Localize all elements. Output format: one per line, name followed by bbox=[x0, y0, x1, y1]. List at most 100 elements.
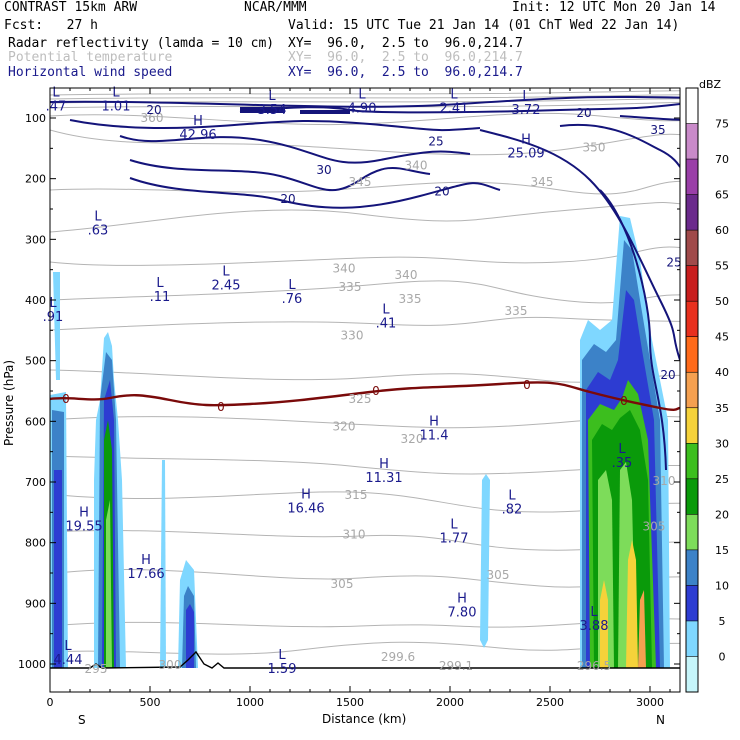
x-tick-label: 1000 bbox=[236, 696, 264, 709]
extremum-value: 11.31 bbox=[365, 471, 402, 486]
extremum-value: .47 bbox=[46, 100, 67, 115]
colorbar-bin bbox=[686, 656, 698, 692]
extremum-type: L bbox=[618, 442, 626, 457]
extremum-value: 42.96 bbox=[179, 128, 216, 143]
colorbar-label: 35 bbox=[715, 402, 729, 415]
colorbar-bin bbox=[686, 478, 698, 515]
colorbar-bin bbox=[686, 620, 698, 657]
x-tick-label: 3000 bbox=[636, 696, 664, 709]
refl-cell bbox=[480, 474, 490, 648]
colorbar-label: 50 bbox=[715, 295, 729, 308]
colorbar-bin bbox=[686, 123, 698, 160]
freezing-level-label: 0 bbox=[523, 378, 531, 392]
extremum-type: L bbox=[450, 88, 458, 103]
theta-label: 296.5 bbox=[577, 659, 611, 673]
refl-cell bbox=[186, 604, 194, 668]
theta-label: 315 bbox=[345, 488, 368, 502]
extremum-type: L bbox=[590, 605, 598, 620]
refl-cell bbox=[160, 460, 166, 668]
theta-label: 305 bbox=[487, 568, 510, 582]
extremum-value: 2.41 bbox=[440, 102, 469, 117]
field-xy-theta: XY= 96.0, 2.5 to 96.0,214.7 bbox=[288, 50, 523, 65]
extremum-type: L bbox=[278, 648, 286, 663]
field-label-wind: Horizontal wind speed bbox=[8, 65, 173, 80]
extremum-type: H bbox=[301, 487, 311, 502]
extremum-value: .11 bbox=[150, 290, 171, 305]
theta-label: 335 bbox=[339, 280, 362, 294]
extremum-value: .41 bbox=[376, 316, 397, 331]
refl-cell bbox=[600, 580, 608, 668]
colorbar-label: 20 bbox=[715, 508, 729, 521]
x-tick-label: 500 bbox=[140, 696, 161, 709]
extremum-type: H bbox=[429, 415, 439, 430]
colorbar-label: 0 bbox=[719, 650, 726, 663]
extremum-type: L bbox=[268, 89, 276, 104]
wind-speed-label: 35 bbox=[650, 123, 665, 137]
extremum-value: 4.90 bbox=[348, 102, 377, 117]
extremum-value: 1.59 bbox=[268, 662, 297, 677]
extremum-type: H bbox=[193, 114, 203, 129]
extremum-type: H bbox=[79, 506, 89, 521]
extremum-type: L bbox=[94, 209, 102, 224]
extremum-value: .35 bbox=[612, 456, 633, 471]
colorbar-bin bbox=[686, 301, 698, 337]
extremum-value: 3.72 bbox=[512, 103, 541, 118]
refl-cell bbox=[54, 470, 62, 668]
field-xy-reflectivity: XY= 96.0, 2.5 to 96.0,214.7 bbox=[288, 36, 523, 51]
freezing-level-line bbox=[50, 381, 680, 411]
colorbar-bin bbox=[686, 88, 698, 124]
extremum-value: .91 bbox=[43, 310, 64, 325]
theta-label: 310 bbox=[653, 474, 676, 488]
freezing-level-label: 0 bbox=[620, 394, 628, 408]
terrain-line bbox=[50, 650, 680, 669]
theta-label: 360 bbox=[141, 111, 164, 125]
colorbar-label: 60 bbox=[715, 224, 729, 237]
field-xy-wind: XY= 96.0, 2.5 to 96.0,214.7 bbox=[288, 65, 523, 80]
theta-label: 305 bbox=[331, 577, 354, 591]
wind-speed-label: 20 bbox=[146, 103, 161, 117]
extremum-type: L bbox=[508, 489, 516, 504]
extremum-value: 16.46 bbox=[287, 501, 324, 516]
colorbar-bin bbox=[686, 514, 698, 550]
extremum-value: 3.54 bbox=[258, 103, 287, 118]
extremum-type: L bbox=[382, 302, 390, 317]
colorbar-bin bbox=[686, 230, 698, 266]
extremum-type: L bbox=[450, 518, 458, 533]
x-tick-label: 2500 bbox=[536, 696, 564, 709]
refl-cell bbox=[638, 590, 646, 668]
theta-label: 340 bbox=[333, 262, 356, 276]
colorbar-frame bbox=[685, 87, 699, 693]
x-tick-label: 2000 bbox=[436, 696, 464, 709]
reflectivity-shading bbox=[50, 216, 670, 668]
theta-label: 350 bbox=[583, 140, 606, 154]
extremum-value: 2.45 bbox=[212, 279, 241, 294]
plot-frame bbox=[49, 87, 681, 693]
init-time: Init: 12 UTC Mon 20 Jan 14 bbox=[512, 0, 716, 15]
extremum-type: L bbox=[49, 296, 57, 311]
extremum-value: 19.55 bbox=[65, 520, 102, 535]
colorbar-bin bbox=[686, 443, 698, 479]
extremum-value: .76 bbox=[282, 292, 303, 307]
y-tick-label: 400 bbox=[25, 294, 46, 307]
colorbar-bin bbox=[686, 372, 698, 408]
refl-cell bbox=[53, 272, 60, 380]
theta-label: 335 bbox=[399, 292, 422, 306]
colorbar-label: 15 bbox=[715, 544, 729, 557]
wind-speed-label: 20 bbox=[576, 106, 591, 120]
y-tick-label: 300 bbox=[25, 233, 46, 246]
colorbar-bin bbox=[686, 265, 698, 302]
extremum-value: 1.77 bbox=[440, 532, 469, 547]
valid-time: Valid: 15 UTC Tue 21 Jan 14 (01 ChT Wed … bbox=[288, 18, 680, 33]
extremum-value: 3.88 bbox=[580, 619, 609, 634]
extremum-type: L bbox=[522, 89, 530, 104]
colorbar-label: 55 bbox=[715, 260, 729, 273]
theta-label: 325 bbox=[349, 392, 372, 406]
theta-label: 299.1 bbox=[439, 659, 473, 673]
y-tick-label: 800 bbox=[25, 537, 46, 550]
extremum-value: 4.44 bbox=[54, 653, 83, 668]
freezing-level-label: 0 bbox=[62, 392, 70, 406]
